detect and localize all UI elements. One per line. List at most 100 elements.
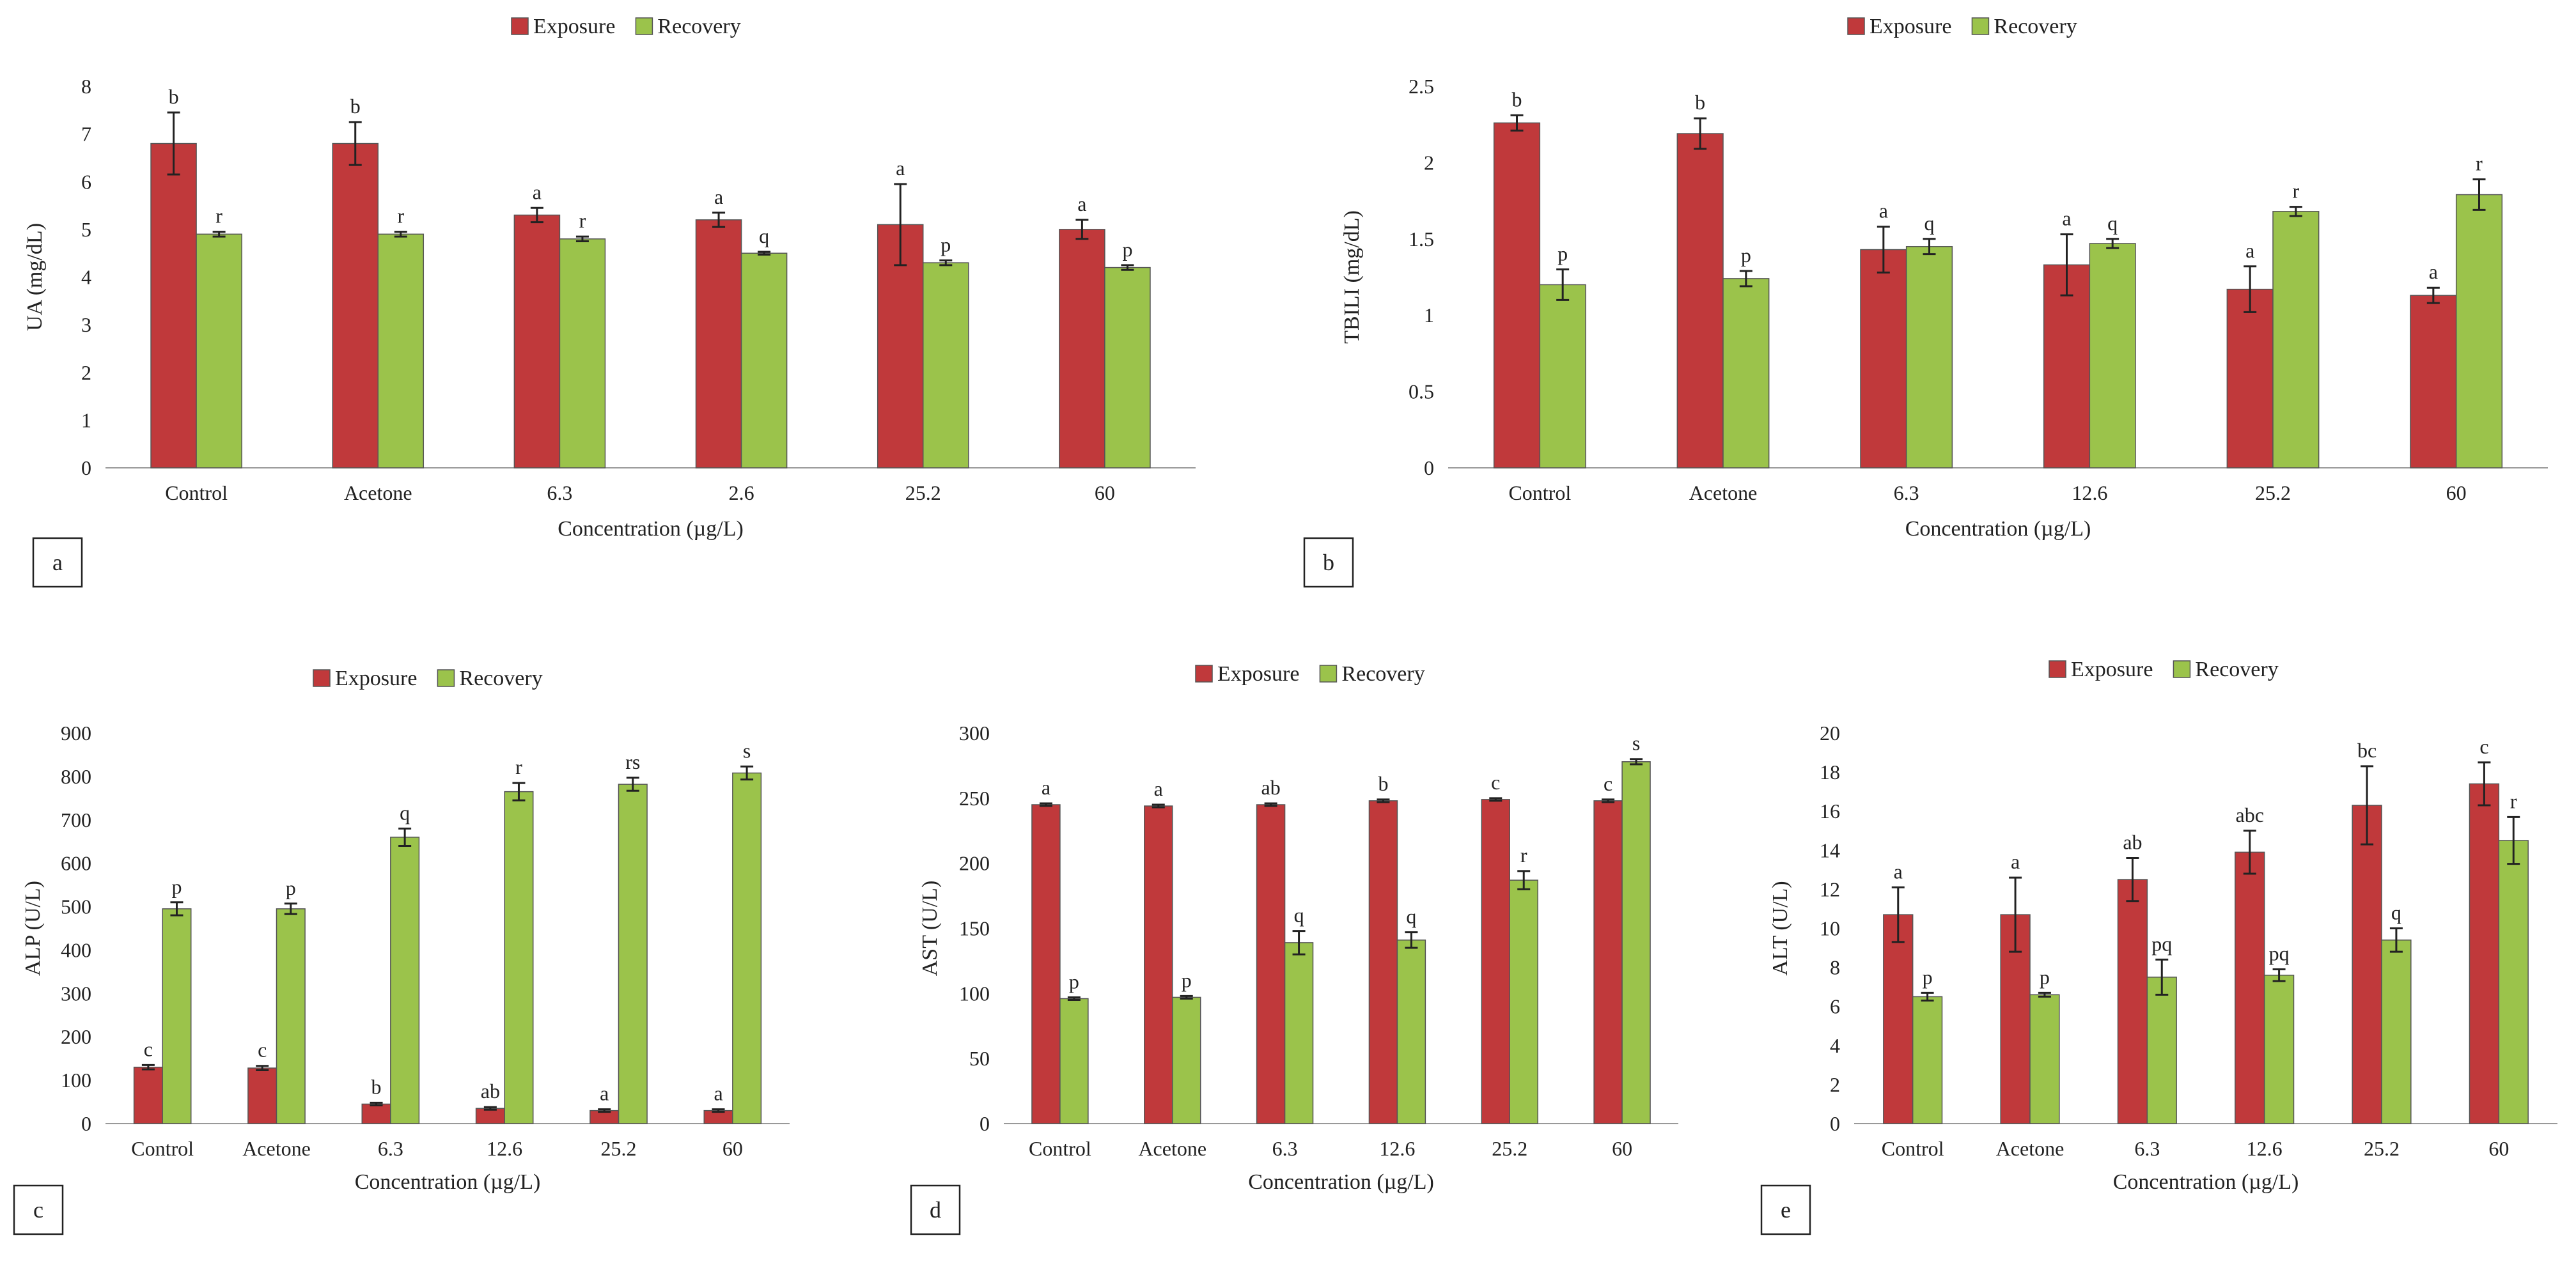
significance-letter: rs — [625, 750, 640, 773]
x-tick-label: Acetone — [1996, 1137, 2065, 1160]
legend-label-recovery: Recovery — [1994, 15, 2077, 38]
legend-swatch-exposure — [1847, 17, 1865, 35]
legend-label-recovery: Recovery — [459, 667, 542, 690]
y-tick-label: 500 — [61, 895, 91, 918]
exposure-bar — [133, 1066, 163, 1124]
significance-letter: ab — [481, 1079, 500, 1102]
legend-label-exposure: Exposure — [1870, 15, 1951, 38]
significance-letter: a — [714, 1082, 722, 1105]
y-tick-label: 1 — [81, 408, 91, 431]
x-tick-label: 25.2 — [2255, 481, 2291, 504]
y-tick-label: 8 — [81, 75, 91, 98]
y-tick-label: 4 — [1830, 1034, 1840, 1057]
exposure-bar — [1059, 229, 1105, 468]
significance-letter: p — [286, 876, 296, 899]
x-tick-label: Control — [1882, 1137, 1944, 1160]
y-tick-label: 2 — [1830, 1073, 1840, 1096]
y-tick-label: 1 — [1424, 304, 1434, 327]
legend-label-recovery: Recovery — [657, 15, 740, 38]
x-tick-label: 6.3 — [1894, 481, 1919, 504]
exposure-bar — [1493, 122, 1541, 468]
exposure-bar — [2469, 783, 2500, 1124]
y-tick-label: 200 — [61, 1025, 91, 1048]
panel-label-box — [32, 537, 83, 588]
x-tick-label: Control — [1029, 1137, 1091, 1160]
exposure-bar — [1144, 805, 1173, 1124]
significance-letter: s — [743, 739, 751, 762]
significance-letter: a — [714, 185, 723, 208]
x-tick-label: 6.3 — [1272, 1137, 1298, 1160]
significance-letter: q — [400, 801, 410, 824]
significance-letter: a — [2062, 207, 2071, 230]
x-tick-label: Acetone — [242, 1137, 311, 1160]
y-tick-label: 50 — [969, 1047, 990, 1070]
recovery-bar — [618, 784, 648, 1124]
panel-label: c — [33, 1197, 43, 1223]
significance-letter: ab — [1261, 776, 1281, 799]
recovery-bar — [1059, 998, 1089, 1124]
legend-swatch-exposure — [511, 17, 529, 35]
significance-letter: r — [2293, 180, 2300, 203]
x-tick-label: 12.6 — [487, 1137, 522, 1160]
significance-letter: p — [1182, 968, 1192, 991]
significance-letter: p — [1557, 242, 1568, 265]
y-tick-label: 2 — [81, 361, 91, 384]
legend: Exposure Recovery — [1847, 15, 2077, 38]
recovery-bar — [276, 908, 306, 1124]
recovery-bar — [1396, 940, 1426, 1124]
y-tick-label: 0 — [81, 1112, 91, 1135]
x-tick-label: 12.6 — [2247, 1137, 2283, 1160]
y-tick-label: 700 — [61, 808, 91, 832]
significance-letter: pq — [2269, 942, 2290, 965]
recovery-bar — [732, 772, 762, 1124]
significance-letter: a — [600, 1082, 609, 1105]
panel-label: a — [52, 550, 63, 575]
exposure-bar — [695, 219, 742, 468]
significance-letter: q — [759, 224, 769, 247]
panel-label-box — [1760, 1184, 1811, 1235]
recovery-bar — [1172, 996, 1201, 1124]
y-tick-label: 10 — [1820, 917, 1840, 940]
x-tick-label: Control — [1508, 481, 1571, 504]
legend-swatch-exposure — [1195, 665, 1213, 683]
x-axis-title: Concentration (µg/L) — [558, 517, 744, 541]
significance-letter: a — [1042, 776, 1050, 799]
panel-a: 0 1 2 3 4 5 6 7 8 b r Control b r Acetone a r 6.3 a q 2.6 a p 2… — [23, 15, 1196, 588]
x-tick-label: 6.3 — [2134, 1137, 2160, 1160]
recovery-bar — [1912, 996, 1943, 1124]
x-tick-label: 25.2 — [2364, 1137, 2400, 1160]
significance-letter: r — [579, 209, 586, 232]
significance-letter: a — [2245, 239, 2254, 262]
x-tick-label: 60 — [2488, 1137, 2509, 1160]
y-tick-label: 400 — [61, 938, 91, 961]
exposure-bar — [1256, 804, 1286, 1124]
significance-letter: a — [1077, 192, 1086, 215]
x-tick-label: 60 — [1612, 1137, 1632, 1160]
y-tick-label: 6 — [1830, 995, 1840, 1018]
recovery-bar — [923, 262, 969, 468]
y-axis-title: AST (U/L) — [918, 881, 942, 977]
significance-letter: a — [2011, 850, 2020, 873]
exposure-bar — [1860, 249, 1907, 468]
y-tick-label: 0 — [980, 1112, 990, 1135]
exposure-bar — [513, 214, 561, 468]
recovery-bar — [162, 908, 192, 1124]
x-tick-label: 60 — [2446, 481, 2467, 504]
significance-letter: s — [1632, 732, 1640, 755]
recovery-bar — [2146, 977, 2177, 1124]
significance-letter: q — [1924, 212, 1935, 235]
y-tick-label: 2 — [1424, 151, 1434, 174]
significance-letter: b — [1378, 772, 1388, 795]
recovery-bar — [2381, 940, 2412, 1124]
significance-letter: r — [515, 755, 522, 778]
exposure-bar — [150, 143, 197, 468]
significance-letter: abc — [2236, 803, 2264, 826]
legend-label-exposure: Exposure — [1217, 662, 1299, 686]
x-tick-label: 2.6 — [729, 481, 754, 504]
recovery-bar — [390, 837, 420, 1124]
panel-label-box — [1303, 537, 1354, 588]
significance-letter: q — [2391, 901, 2401, 924]
exposure-bar — [2410, 295, 2457, 468]
